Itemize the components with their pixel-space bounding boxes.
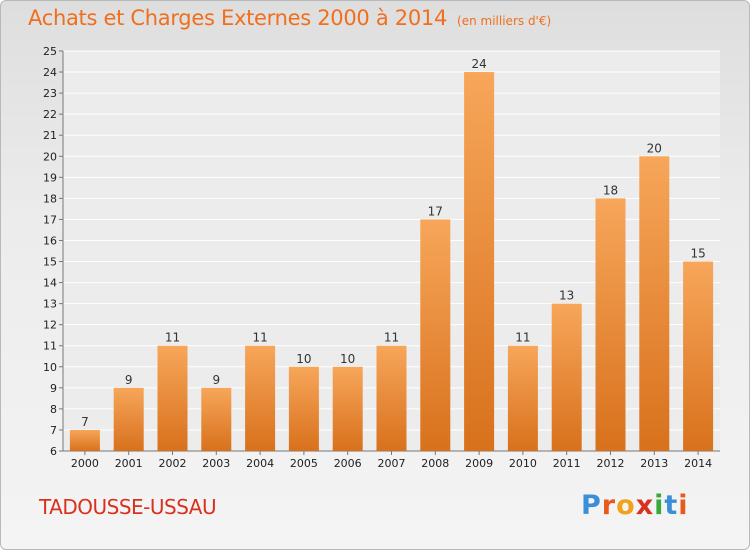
bar-2000 xyxy=(69,429,100,451)
y-tick-label: 20 xyxy=(43,150,57,163)
data-label-2001: 9 xyxy=(125,373,133,387)
bar-2007 xyxy=(376,345,407,451)
data-label-2002: 11 xyxy=(165,331,180,345)
data-label-2014: 15 xyxy=(690,247,705,261)
x-tick-label: 2014 xyxy=(684,457,712,470)
logo-letter: o xyxy=(616,490,636,521)
y-tick-label: 16 xyxy=(43,234,57,247)
x-tick-label: 2003 xyxy=(202,457,230,470)
x-tick-label: 2012 xyxy=(597,457,625,470)
data-label-2005: 10 xyxy=(296,352,311,366)
y-tick-label: 11 xyxy=(43,340,57,353)
chart-unit: (en milliers d'€) xyxy=(457,14,552,28)
bar-2013 xyxy=(639,156,670,451)
data-label-2009: 24 xyxy=(471,57,486,71)
logo-letter: t xyxy=(664,490,679,521)
data-label-2011: 13 xyxy=(559,289,574,303)
bar-2002 xyxy=(157,345,188,451)
x-tick-label: 2011 xyxy=(553,457,581,470)
logo-letter: i xyxy=(654,490,665,521)
y-tick-label: 22 xyxy=(43,108,57,121)
commune-name: TADOUSSE-USSAU xyxy=(39,495,217,519)
y-tick-label: 18 xyxy=(43,192,57,205)
x-tick-label: 2001 xyxy=(115,457,143,470)
bar-2004 xyxy=(245,345,276,451)
chart-title: Achats et Charges Externes 2000 à 2014 (e… xyxy=(28,6,551,30)
y-tick-label: 12 xyxy=(43,319,57,332)
bar-2005 xyxy=(288,366,319,451)
y-tick-label: 17 xyxy=(43,213,57,226)
data-label-2004: 11 xyxy=(252,331,267,345)
x-tick-label: 2010 xyxy=(509,457,537,470)
y-tick-label: 13 xyxy=(43,298,57,311)
bar-2003 xyxy=(201,387,232,451)
data-label-2000: 7 xyxy=(81,415,89,429)
bar-2012 xyxy=(595,198,626,451)
y-tick-label: 14 xyxy=(43,277,57,290)
data-label-2012: 18 xyxy=(603,183,618,197)
y-tick-label: 23 xyxy=(43,87,57,100)
chart-title-text: Achats et Charges Externes 2000 à 2014 xyxy=(28,6,448,30)
logo-letter: x xyxy=(635,490,655,521)
data-label-2006: 10 xyxy=(340,352,355,366)
y-tick-label: 7 xyxy=(50,424,57,437)
bar-2009 xyxy=(464,72,495,451)
data-label-2013: 20 xyxy=(647,141,662,155)
proxiti-logo: Proxiti xyxy=(581,490,689,521)
bar-2014 xyxy=(683,261,714,451)
data-label-2003: 9 xyxy=(212,373,220,387)
x-tick-label: 2006 xyxy=(334,457,362,470)
bar-2006 xyxy=(332,366,363,451)
data-label-2010: 11 xyxy=(515,331,530,345)
x-tick-label: 2007 xyxy=(378,457,406,470)
x-tick-label: 2002 xyxy=(159,457,187,470)
bar-2008 xyxy=(420,219,451,451)
x-tick-label: 2005 xyxy=(290,457,318,470)
x-tick-label: 2004 xyxy=(246,457,274,470)
y-tick-label: 15 xyxy=(43,256,57,269)
logo-letter: P xyxy=(581,490,602,521)
bar-2010 xyxy=(507,345,538,451)
y-tick-label: 24 xyxy=(43,66,57,79)
x-tick-label: 2000 xyxy=(71,457,99,470)
logo-letter: r xyxy=(601,490,617,521)
x-tick-label: 2008 xyxy=(421,457,449,470)
bar-2001 xyxy=(113,387,144,451)
logo-letter: i xyxy=(678,490,689,521)
y-tick-label: 9 xyxy=(50,382,57,395)
y-tick-label: 6 xyxy=(50,445,57,458)
y-tick-label: 21 xyxy=(43,129,57,142)
data-label-2007: 11 xyxy=(384,331,399,345)
y-tick-label: 19 xyxy=(43,171,57,184)
y-tick-label: 25 xyxy=(43,45,57,58)
y-tick-label: 10 xyxy=(43,361,57,374)
y-tick-label: 8 xyxy=(50,403,57,416)
data-label-2008: 17 xyxy=(428,204,443,218)
x-tick-label: 2013 xyxy=(640,457,668,470)
x-tick-label: 2009 xyxy=(465,457,493,470)
bar-2011 xyxy=(551,303,582,451)
